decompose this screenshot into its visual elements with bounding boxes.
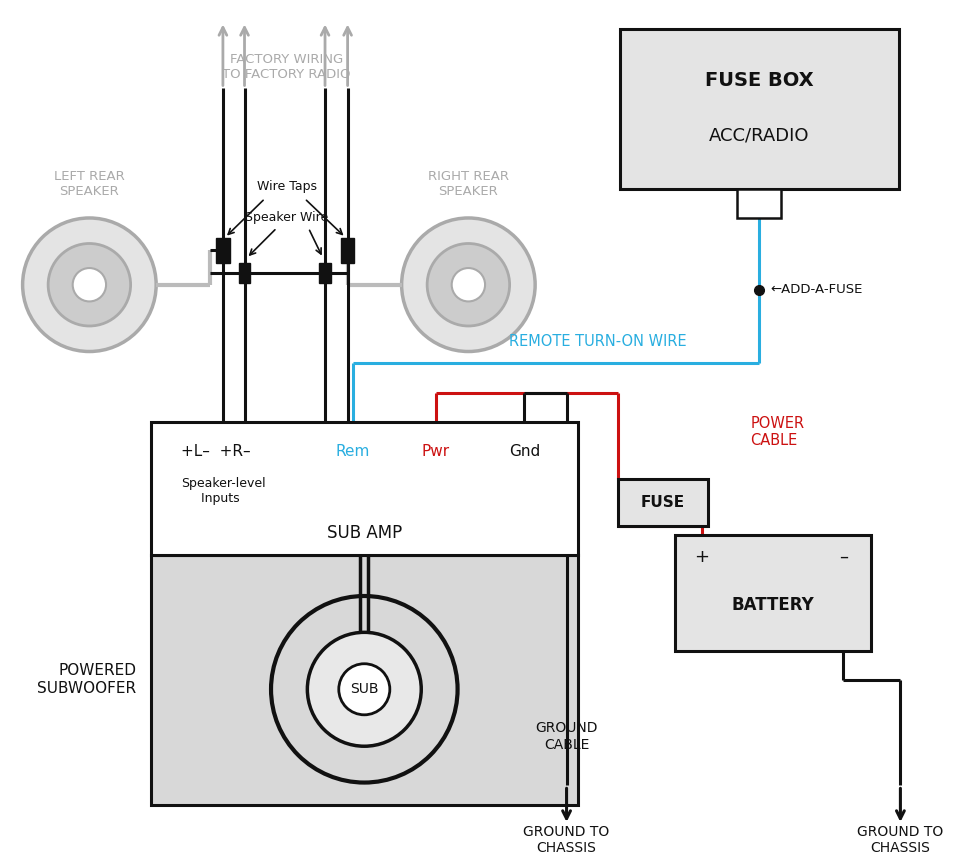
Text: GROUND TO
CHASSIS: GROUND TO CHASSIS (857, 825, 943, 855)
Bar (151, 423, 577, 555)
Circle shape (22, 218, 156, 351)
Text: RIGHT REAR
SPEAKER: RIGHT REAR SPEAKER (428, 170, 508, 198)
Circle shape (307, 632, 421, 746)
Text: +L–  +R–: +L– +R– (181, 444, 250, 460)
Text: Gnd: Gnd (508, 444, 539, 460)
Text: SUB AMP: SUB AMP (326, 524, 402, 542)
Circle shape (271, 596, 457, 783)
Text: POWERED
SUBWOOFER: POWERED SUBWOOFER (37, 663, 137, 696)
Bar (737, 188, 780, 218)
Text: ←ADD-A-FUSE: ←ADD-A-FUSE (770, 283, 863, 296)
Circle shape (48, 243, 131, 326)
Text: Speaker-level
     Inputs: Speaker-level Inputs (181, 477, 265, 505)
Text: FUSE: FUSE (640, 496, 684, 510)
Text: –: – (838, 548, 847, 566)
Text: ACC/RADIO: ACC/RADIO (708, 126, 808, 144)
Bar (238, 263, 250, 283)
Circle shape (402, 218, 534, 351)
Text: Pwr: Pwr (421, 444, 449, 460)
Text: GROUND
CABLE: GROUND CABLE (534, 722, 597, 752)
Text: FACTORY WIRING
TO FACTORY RADIO: FACTORY WIRING TO FACTORY RADIO (222, 52, 351, 81)
Text: FUSE BOX: FUSE BOX (704, 71, 813, 90)
Text: Rem: Rem (335, 444, 369, 460)
Text: GROUND TO
CHASSIS: GROUND TO CHASSIS (523, 825, 609, 855)
Text: Speaker Wire: Speaker Wire (245, 211, 328, 224)
Circle shape (338, 664, 390, 715)
Circle shape (451, 268, 485, 302)
Text: BATTERY: BATTERY (731, 596, 813, 614)
Bar (617, 479, 707, 527)
Text: Wire Taps: Wire Taps (257, 180, 317, 193)
Text: REMOTE TURN-ON WIRE: REMOTE TURN-ON WIRE (509, 333, 686, 349)
Bar (340, 238, 354, 263)
Bar (151, 555, 577, 805)
Text: POWER
CABLE: POWER CABLE (749, 416, 803, 448)
Text: LEFT REAR
SPEAKER: LEFT REAR SPEAKER (54, 170, 125, 198)
Text: +: + (694, 548, 709, 566)
Circle shape (72, 268, 106, 302)
Circle shape (427, 243, 509, 326)
Bar (619, 29, 899, 188)
Text: SUB: SUB (350, 682, 378, 697)
Bar (216, 238, 230, 263)
Bar (319, 263, 330, 283)
Bar (674, 535, 871, 651)
